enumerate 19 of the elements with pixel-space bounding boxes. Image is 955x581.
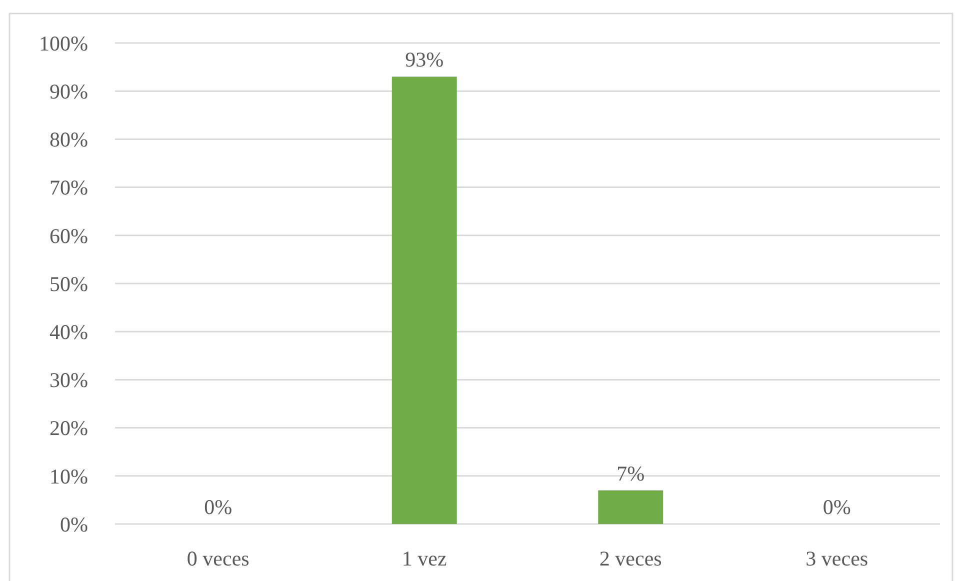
data-label: 0% <box>204 495 232 519</box>
y-tick-label: 40% <box>50 320 88 344</box>
y-tick-label: 30% <box>50 368 88 392</box>
data-label: 93% <box>405 48 444 72</box>
data-label: 7% <box>616 461 645 486</box>
x-tick-label: 0 veces <box>186 546 250 570</box>
y-tick-label: 90% <box>50 79 88 104</box>
y-tick-label: 50% <box>50 272 88 296</box>
x-tick-label: 1 vez <box>402 546 447 570</box>
y-tick-label: 70% <box>50 176 88 200</box>
x-tick-label: 3 veces <box>806 546 868 570</box>
y-tick-label: 10% <box>50 464 88 488</box>
y-tick-label: 60% <box>50 224 88 248</box>
y-tick-label: 0% <box>60 512 88 536</box>
y-tick-label: 20% <box>50 416 88 440</box>
y-tick-label: 100% <box>39 31 88 56</box>
x-tick-label: 2 veces <box>599 546 662 570</box>
data-label: 0% <box>822 495 851 519</box>
y-tick-label: 80% <box>50 128 88 152</box>
